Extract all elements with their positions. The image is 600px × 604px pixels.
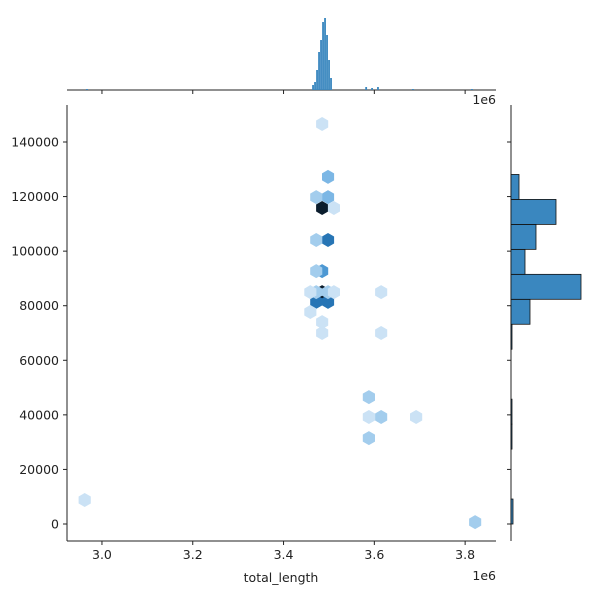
x-tick-label: 3.0 <box>92 547 112 562</box>
marginal-histogram-bar <box>510 323 513 350</box>
hexbin-cell <box>310 264 323 279</box>
marginal-bar <box>412 89 414 90</box>
marginal-histogram-bar <box>510 423 513 450</box>
marginal-bar <box>312 85 314 90</box>
marginal-bar <box>320 40 322 90</box>
x-offset-text: 1e6 <box>472 568 496 583</box>
hexbin-cell <box>375 285 388 300</box>
marginal-bar <box>322 22 324 90</box>
hexbin-cell <box>316 315 329 330</box>
hexbin-cell <box>362 431 375 446</box>
y-tick-label: 140000 <box>11 134 59 149</box>
hexbin-cell <box>322 169 335 184</box>
marginal-bar <box>316 70 318 90</box>
hexbin-cell <box>322 233 335 247</box>
hexbin-cell <box>310 190 323 205</box>
x-tick-label: 3.4 <box>274 547 294 562</box>
marginal-histogram-bar <box>510 273 582 300</box>
x-axis-label: total_length <box>244 570 319 585</box>
hexbin-cell <box>316 201 329 215</box>
marginal-bar <box>314 82 316 90</box>
marginal-bar <box>471 89 473 90</box>
marginal-bar <box>86 89 88 90</box>
marginal-bar <box>328 60 330 90</box>
marginal-bar <box>324 18 326 90</box>
hexbin-cell <box>322 190 335 205</box>
y-tick-label: 120000 <box>11 189 59 204</box>
y-tick-label: 0 <box>51 517 59 532</box>
hexbin-cell <box>362 390 375 405</box>
y-tick-label: 100000 <box>11 244 59 259</box>
marginal-histogram-bar <box>510 398 513 425</box>
hexbin-cell <box>362 410 375 424</box>
hexbin-cell <box>327 201 340 215</box>
marginal-histogram-bar <box>510 199 557 225</box>
marginal-histogram-bar <box>510 298 531 325</box>
marginal-histogram-bar <box>510 174 520 200</box>
top-offset-text: 1e6 <box>472 92 496 107</box>
marginal-bar <box>371 88 373 90</box>
y-tick-label: 80000 <box>19 298 59 313</box>
x-tick-label: 3.8 <box>455 547 475 562</box>
marginal-bar <box>326 35 328 90</box>
hexbin-cell <box>310 233 323 247</box>
y-tick-label: 20000 <box>19 462 59 477</box>
hexbin-cell <box>322 294 335 309</box>
x-tick-label: 3.2 <box>183 547 203 562</box>
hexbin-cell <box>316 117 329 131</box>
hexbin-cell <box>375 326 388 340</box>
hexbin-cell <box>304 285 317 300</box>
y-tick-label: 40000 <box>19 407 59 422</box>
y-tick-label: 60000 <box>19 353 59 368</box>
x-tick-label: 3.6 <box>364 547 384 562</box>
hexbin-cell <box>316 326 329 340</box>
marginal-bar <box>318 52 320 90</box>
hexbin-cell <box>469 515 482 530</box>
marginal-bar <box>330 78 332 90</box>
marginal-bar <box>365 87 368 90</box>
marginal-bar <box>377 87 379 90</box>
marginal-histogram-bar <box>510 498 514 525</box>
marginal-histogram-bar <box>510 224 537 250</box>
hexbin-cell <box>327 285 340 300</box>
hexbin-cell <box>310 294 323 309</box>
marginal-histogram-bar <box>510 248 526 275</box>
hexbin-cell <box>410 410 423 424</box>
hexbin-cell <box>304 305 317 319</box>
hexbin-cell <box>78 493 91 507</box>
hexbin-cell <box>375 410 388 424</box>
